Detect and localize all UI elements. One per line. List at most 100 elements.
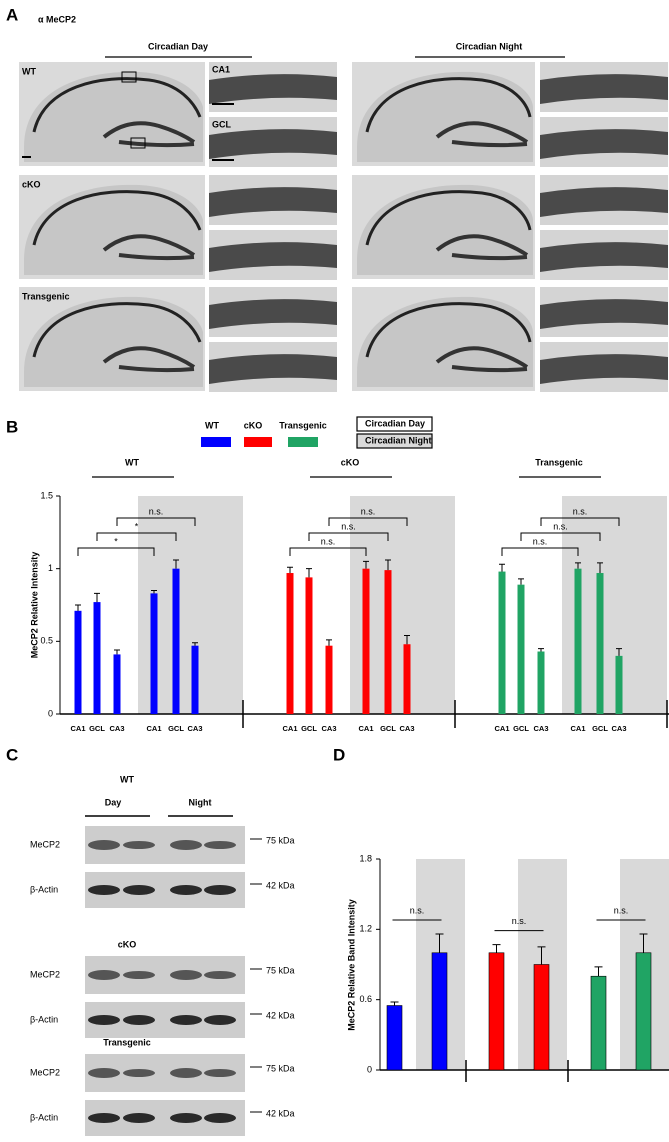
significance-bracket: [520, 532, 601, 541]
tissue-outline: [357, 71, 533, 162]
region-label: CA1: [212, 64, 230, 74]
y-tick-label: 0: [48, 708, 53, 718]
genotype-label: Transgenic: [103, 1037, 151, 1047]
x-tick-label: CA3: [533, 724, 548, 733]
cell-band: [209, 299, 337, 329]
bar: [574, 568, 582, 714]
error-bar: [575, 562, 581, 569]
bar: [590, 975, 607, 1071]
legend-swatch: [288, 437, 318, 447]
cell-band: [209, 74, 337, 104]
error-bar: [173, 559, 179, 569]
significance-bracket: [116, 517, 196, 526]
cell-layer: [102, 121, 196, 148]
x-tick-label: GCL: [168, 724, 184, 733]
blot-band: [123, 1069, 155, 1077]
size-label: 42 kDa: [266, 1108, 295, 1118]
cell-band: [540, 74, 668, 104]
x-tick-label: CA3: [321, 724, 336, 733]
significance-label: n.s.: [410, 905, 425, 915]
roi-box: [121, 71, 137, 83]
significance-label: n.s.: [361, 506, 376, 516]
error-bar: [594, 966, 603, 977]
significance-label: n.s.: [573, 506, 588, 516]
bar: [325, 645, 333, 714]
blot-band: [123, 841, 155, 849]
x-tick-label: GCL: [592, 724, 608, 733]
size-label: 75 kDa: [266, 965, 295, 975]
blot-band: [123, 971, 155, 979]
panel-label: D: [333, 745, 345, 764]
error-bar: [75, 604, 81, 611]
bar: [113, 654, 121, 714]
cell-band: [209, 187, 337, 217]
panel-label: C: [6, 745, 18, 764]
cell-band: [540, 187, 668, 217]
size-label: 75 kDa: [266, 835, 295, 845]
significance-label: *: [114, 536, 118, 546]
cell-layer: [365, 77, 532, 133]
size-label: 42 kDa: [266, 1010, 295, 1020]
error-bar: [616, 648, 622, 656]
y-axis-label: MeCP2 Relative Band Intensity: [346, 899, 356, 1031]
error-bar: [114, 649, 120, 655]
bar: [305, 577, 313, 714]
genotype-label: WT: [120, 774, 134, 784]
blot-band: [204, 885, 236, 895]
y-tick-label: 0.6: [359, 994, 372, 1004]
legend-swatch: [244, 437, 272, 447]
phase-label: Night: [189, 797, 212, 807]
significance-bracket: [308, 532, 389, 541]
blot-band: [170, 1068, 202, 1078]
significance-label: n.s.: [614, 905, 629, 915]
protein-label: MeCP2: [30, 839, 60, 849]
x-tick-label: GCL: [89, 724, 105, 733]
cell-layer: [365, 190, 532, 246]
bar: [386, 1005, 403, 1071]
blot-band: [170, 970, 202, 980]
bar: [517, 584, 525, 714]
legend-label: cKO: [244, 420, 263, 430]
error-bar: [94, 592, 100, 603]
significance-label: n.s.: [553, 521, 568, 531]
size-label: 42 kDa: [266, 880, 295, 890]
significance-bracket: [328, 517, 408, 526]
x-tick-label: GCL: [380, 724, 396, 733]
blot-band: [88, 840, 120, 850]
x-tick-label: GCL: [513, 724, 529, 733]
bar: [150, 593, 158, 714]
bar: [286, 573, 294, 714]
bar: [596, 573, 604, 714]
y-axis-label: MeCP2 Relative Intensity: [29, 552, 39, 659]
cell-layer: [435, 234, 529, 261]
genotype-label: cKO: [118, 939, 137, 949]
cell-layer: [32, 302, 202, 358]
row-label: cKO: [22, 179, 41, 189]
antibody-label: α MeCP2: [38, 14, 76, 24]
legend-label: Transgenic: [279, 420, 327, 430]
cell-layer: [32, 77, 202, 133]
bar: [384, 570, 392, 714]
protein-label: β-Actin: [30, 884, 58, 894]
blot-band: [88, 1113, 120, 1123]
x-tick-label: CA3: [399, 724, 414, 733]
bar: [635, 952, 652, 1071]
size-label: 75 kDa: [266, 1063, 295, 1073]
error-bar: [537, 946, 546, 965]
significance-label: n.s.: [321, 536, 336, 546]
legend-label: WT: [205, 420, 219, 430]
error-bar: [390, 1001, 399, 1006]
blot-band: [170, 1113, 202, 1123]
cell-band: [540, 129, 668, 159]
cell-layer: [365, 302, 532, 358]
error-bar: [326, 639, 332, 646]
row-label: WT: [22, 66, 36, 76]
error-bar: [538, 648, 544, 652]
x-tick-label: CA1: [282, 724, 297, 733]
significance-bracket: [77, 547, 155, 556]
bar: [431, 952, 448, 1071]
blot-band: [170, 840, 202, 850]
y-tick-label: 0.5: [40, 636, 53, 646]
significance-bracket: [96, 532, 177, 541]
